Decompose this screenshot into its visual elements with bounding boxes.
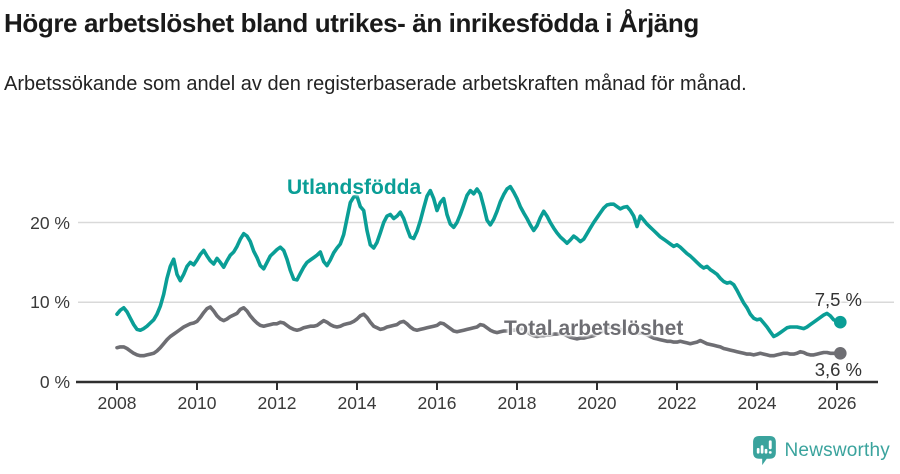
x-axis-label-2014: 2014 — [337, 393, 377, 413]
x-axis-label-2022: 2022 — [657, 393, 697, 413]
series-label-total-arbetsloshet: Total arbetslöshet — [504, 317, 684, 340]
end-value-label-total: 3,6 % — [814, 359, 862, 380]
newsworthy-logo[interactable]: Newsworthy — [752, 436, 890, 466]
end-value-label-foreign: 7,5 % — [814, 289, 862, 310]
series-line-total-arbetsl-shet — [115, 305, 843, 358]
series-label-utlandsfodda: Utlandsfödda — [287, 176, 422, 199]
newsworthy-bubble-chart-icon — [752, 436, 776, 466]
chart-title: Högre arbetslöshet bland utrikes- än inr… — [4, 8, 699, 38]
x-axis-label-2016: 2016 — [417, 393, 457, 413]
chart-subtitle: Arbetssökande som andel av den registerb… — [4, 73, 747, 95]
y-axis-label-0: 0 % — [39, 372, 70, 392]
x-axis-label-2024: 2024 — [737, 393, 777, 413]
series-end-dot — [834, 347, 847, 360]
x-axis-label-2012: 2012 — [257, 393, 297, 413]
x-axis-label-2010: 2010 — [177, 393, 217, 413]
x-axis-label-2020: 2020 — [577, 393, 617, 413]
x-axis-label-2026: 2026 — [817, 393, 857, 413]
x-axis-label-2018: 2018 — [497, 393, 537, 413]
series-line-utlandsf-dda — [115, 184, 843, 339]
newsworthy-wordmark: Newsworthy — [784, 440, 890, 461]
series-end-dot — [834, 315, 847, 329]
x-axis-label-2008: 2008 — [97, 393, 137, 413]
y-axis-label-10: 10 % — [30, 292, 70, 313]
y-axis-label-20: 20 % — [30, 212, 70, 233]
